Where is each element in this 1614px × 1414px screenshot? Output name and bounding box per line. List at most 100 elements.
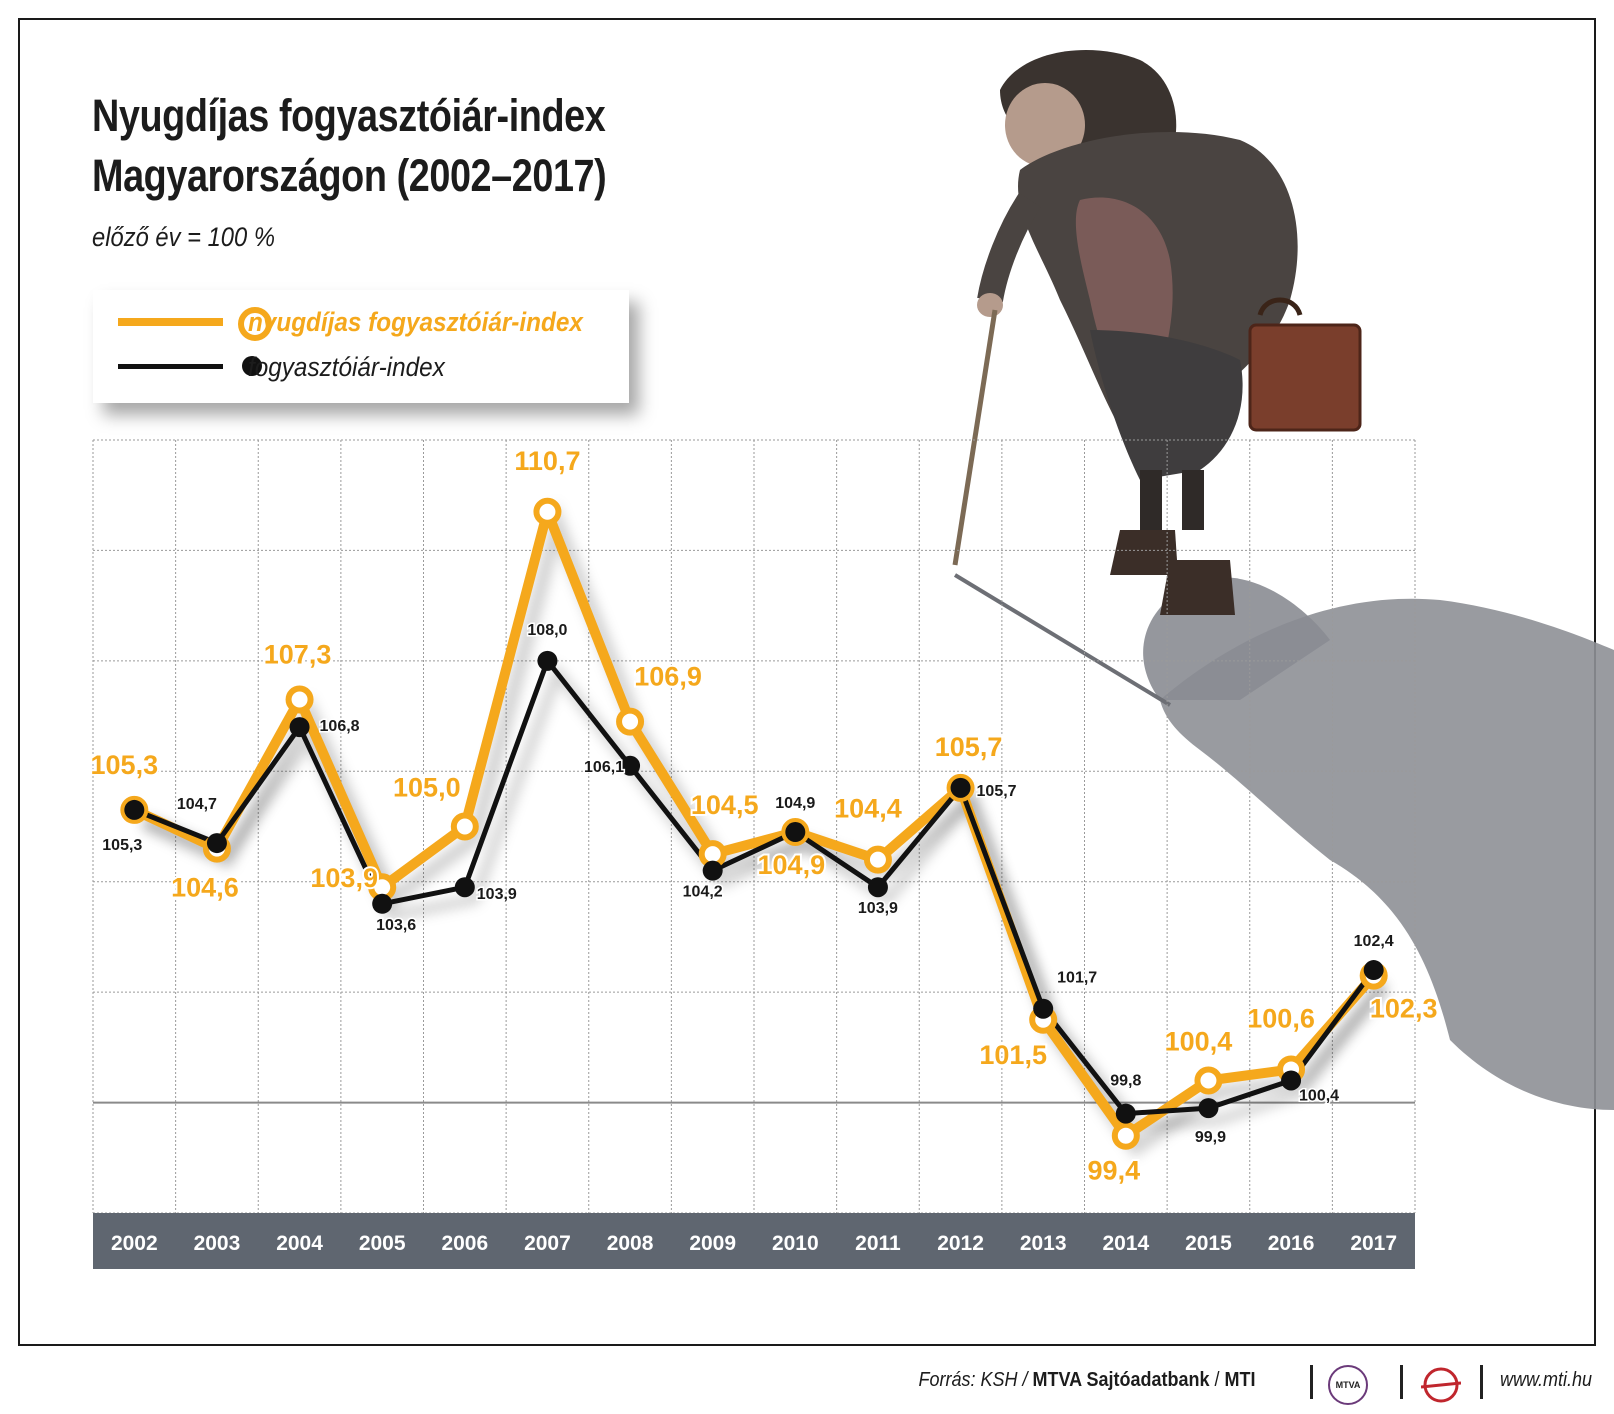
data-label-pensioner: 105,3 <box>91 750 159 780</box>
data-label-pensioner: 100,4 <box>1165 1026 1233 1056</box>
data-label-cpi: 104,7 <box>177 796 217 813</box>
series-shadow <box>142 662 1388 1131</box>
data-label-pensioner: 104,4 <box>834 794 902 824</box>
footer-separator <box>1400 1365 1403 1399</box>
data-label-cpi: 100,4 <box>1299 1087 1339 1104</box>
legend-marker-cpi <box>242 356 262 376</box>
source-bold: MTVA Sajtóadatbank <box>1032 1369 1211 1391</box>
chart-title-line-1: Nyugdíjas fogyasztóiár-index <box>92 90 606 141</box>
data-label-cpi: 103,9 <box>477 886 517 903</box>
data-label-pensioner: 107,3 <box>264 640 332 670</box>
legend-marker-pensioner <box>238 307 272 341</box>
data-label-cpi: 104,2 <box>683 884 723 901</box>
data-label-cpi: 106,8 <box>320 718 360 735</box>
data-label-cpi: 103,9 <box>858 900 898 917</box>
data-label-cpi: 102,4 <box>1354 933 1394 950</box>
data-label-pensioner: 102,3 <box>1370 994 1438 1024</box>
data-label-cpi: 104,9 <box>775 795 815 812</box>
x-tick-label: 2014 <box>1102 1232 1149 1255</box>
x-tick-label: 2010 <box>772 1232 819 1255</box>
source-prefix: Forrás: KSH / <box>918 1369 1033 1391</box>
data-label-cpi: 106,1 <box>584 759 624 776</box>
point-cpi <box>950 777 971 798</box>
data-label-pensioner: 105,7 <box>935 732 1003 762</box>
mtva-logo-icon: MTVA <box>1328 1365 1368 1405</box>
point-cpi <box>1033 998 1054 1019</box>
data-label-pensioner: 103,9 <box>310 863 378 893</box>
data-label-pensioner: 110,7 <box>514 446 580 476</box>
data-label-pensioner: 104,9 <box>758 850 826 880</box>
x-tick-label: 2002 <box>111 1232 158 1255</box>
grid-lines <box>92 439 1416 1214</box>
x-tick-label: 2015 <box>1185 1232 1232 1255</box>
x-tick-label: 2003 <box>194 1232 241 1255</box>
point-cpi <box>372 893 393 914</box>
data-label-cpi: 105,7 <box>977 783 1017 800</box>
data-label-cpi: 99,9 <box>1195 1129 1226 1146</box>
source-mid: / <box>1210 1369 1226 1391</box>
data-label-pensioner: 104,5 <box>691 790 759 820</box>
point-cpi <box>537 650 558 671</box>
website-url: www.mti.hu <box>1500 1369 1593 1391</box>
source-end: MTI <box>1225 1369 1256 1391</box>
point-cpi <box>785 822 806 843</box>
x-tick-label: 2017 <box>1350 1232 1397 1255</box>
series-group <box>120 497 1389 1158</box>
x-tick-label: 2013 <box>1020 1232 1067 1255</box>
point-cpi <box>206 833 227 854</box>
data-label-pensioner: 100,6 <box>1247 1003 1315 1033</box>
legend-label-cpi: fogyasztóiár-index <box>248 352 445 382</box>
chart-subtitle: előző év = 100 % <box>92 222 275 252</box>
point-pensioner <box>1194 1066 1223 1095</box>
footer-separator <box>1310 1365 1313 1399</box>
point-pensioner <box>450 812 479 841</box>
data-label-cpi: 108,0 <box>527 622 567 639</box>
point-cpi <box>867 877 888 898</box>
chart-title-line-2: Magyarországon (2002–2017) <box>92 150 607 201</box>
point-cpi <box>1281 1070 1302 1091</box>
point-cpi <box>289 717 310 738</box>
point-pensioner <box>616 707 645 736</box>
x-tick-label: 2007 <box>524 1232 571 1255</box>
data-label-pensioner: 105,0 <box>393 773 461 803</box>
x-axis-band-bg <box>93 1213 1415 1269</box>
legend-label-pensioner: nyugdíjas fogyasztóiár-index <box>248 307 583 337</box>
x-tick-label: 2005 <box>359 1232 406 1255</box>
data-label-group: 105,3 104,6 107,3 103,9 105,0 110,7 106,9 104,5… <box>89 444 1440 1188</box>
series-line-pensioner <box>132 506 1378 1141</box>
mti-logo-icon <box>1421 1367 1461 1403</box>
footer-separator <box>1480 1365 1483 1399</box>
data-label-cpi: 105,3 <box>102 837 142 854</box>
footer: Forrás: KSH / MTVA Sajtóadatbank / MTI M… <box>0 1365 1614 1405</box>
point-cpi <box>1198 1098 1219 1119</box>
x-tick-label: 2011 <box>855 1232 901 1255</box>
point-pensioner <box>863 845 892 874</box>
legend-swatch-cpi <box>118 364 223 369</box>
legend-swatch-pensioner <box>118 318 223 326</box>
source-credit: Forrás: KSH / MTVA Sajtóadatbank / MTI <box>919 1369 1256 1392</box>
data-label-cpi: 99,8 <box>1110 1073 1141 1090</box>
legend: nyugdíjas fogyasztóiár-index fogyasztóiá… <box>93 290 629 403</box>
data-label-pensioner: 99,4 <box>1088 1156 1141 1186</box>
x-tick-label: 2016 <box>1268 1232 1315 1255</box>
point-cpi <box>124 799 145 820</box>
point-cpi <box>702 860 723 881</box>
point-pensioner <box>285 685 314 714</box>
x-tick-label: 2009 <box>689 1232 736 1255</box>
point-cpi <box>1363 960 1384 981</box>
data-label-cpi: 103,6 <box>376 917 416 934</box>
point-pensioner <box>1111 1121 1140 1150</box>
point-cpi <box>620 755 641 776</box>
x-tick-label: 2006 <box>441 1232 488 1255</box>
x-tick-label: 2004 <box>276 1232 323 1255</box>
data-label-pensioner: 106,9 <box>634 662 702 692</box>
data-label-pensioner: 101,5 <box>979 1040 1047 1070</box>
point-cpi <box>454 877 475 898</box>
x-tick-label: 2012 <box>937 1232 984 1255</box>
x-axis-band: 2002 2003 2004 2005 2006 2007 2008 2009 2010 2011… <box>93 1213 1415 1269</box>
data-label-pensioner: 104,6 <box>171 873 239 903</box>
x-tick-label: 2008 <box>607 1232 654 1255</box>
